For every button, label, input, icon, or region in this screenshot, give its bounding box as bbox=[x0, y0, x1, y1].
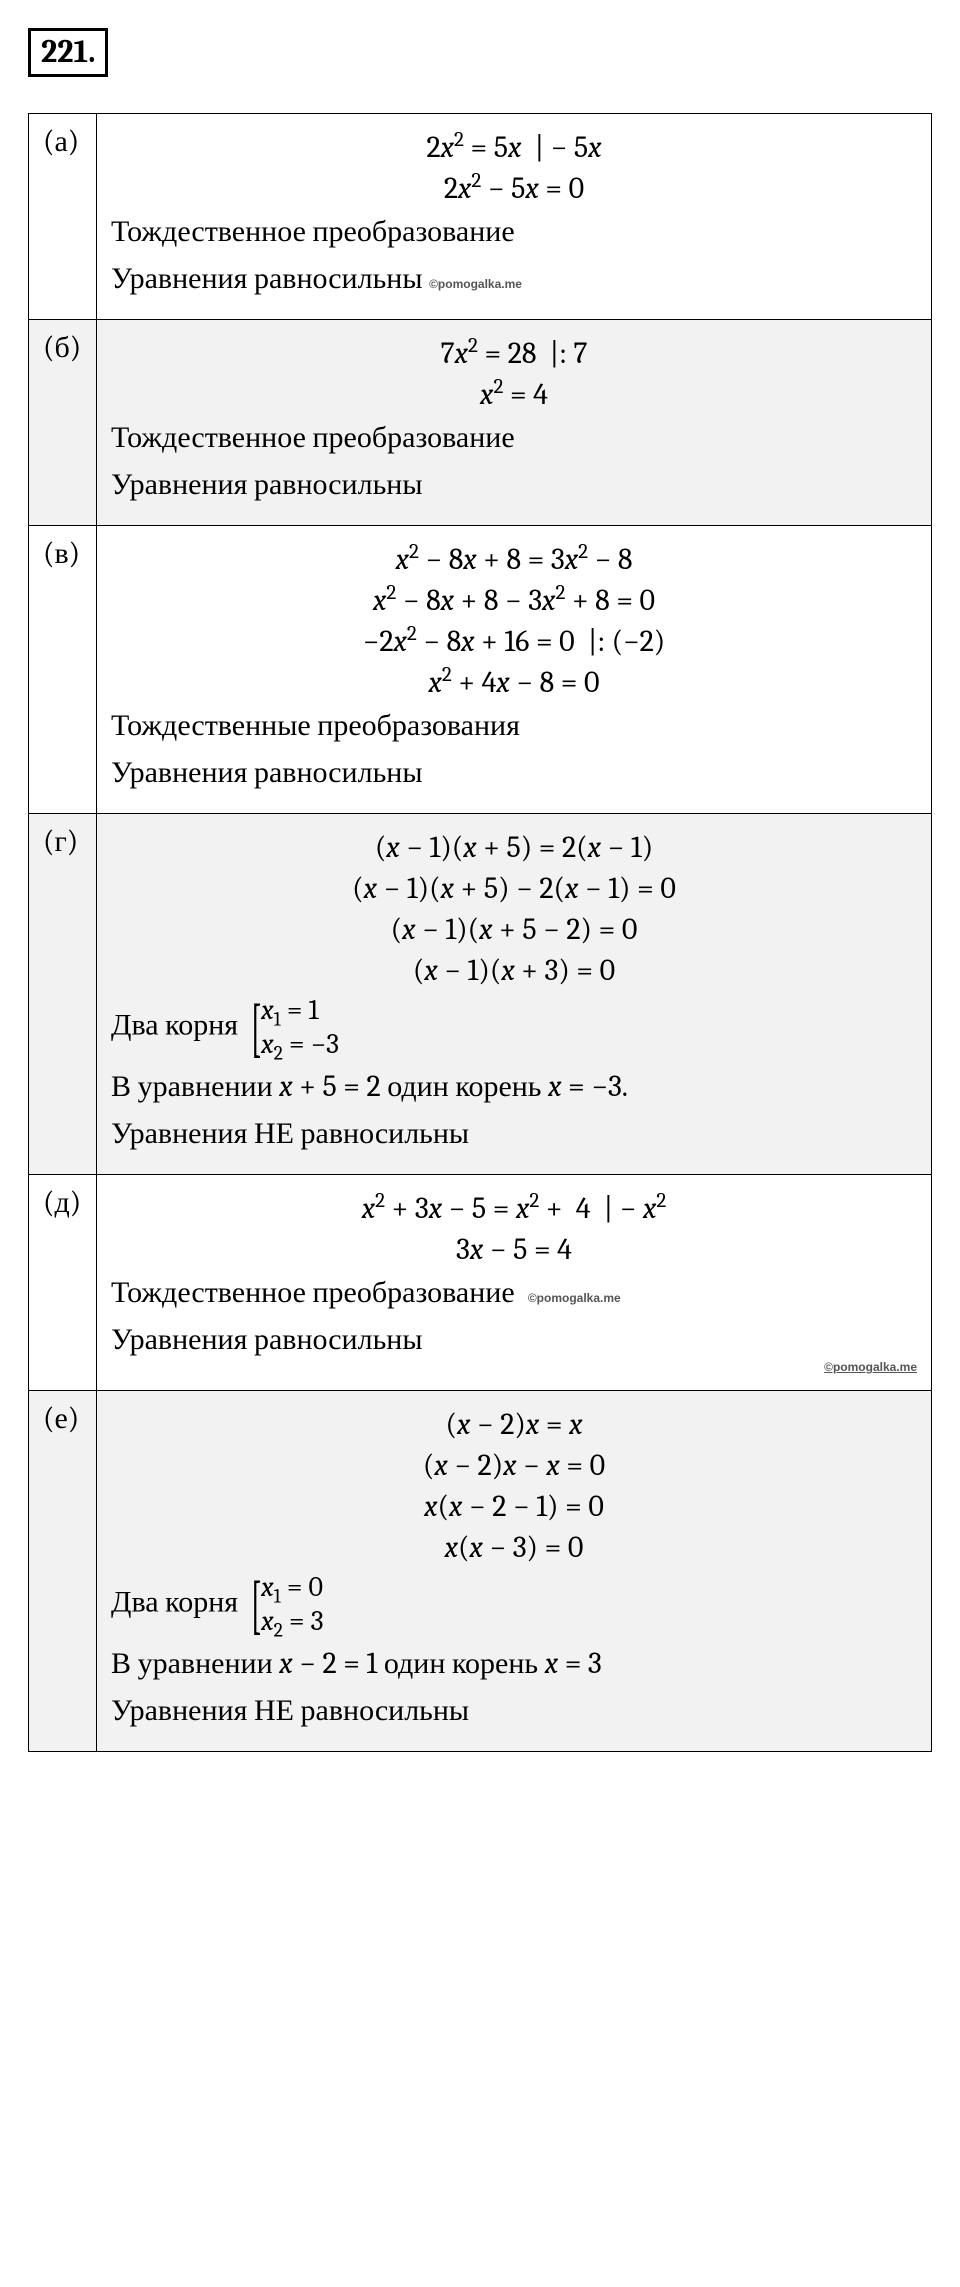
equation: x(x − 3) = 0 bbox=[111, 1530, 917, 1565]
row-content: 2x2 = 5x | − 5x 2x2 − 5x = 0 Тождественн… bbox=[97, 114, 932, 320]
equation: x2 + 4x − 8 = 0 bbox=[111, 665, 917, 700]
equation: (x − 1)(x + 5 − 2) = 0 bbox=[111, 912, 917, 947]
equation: x2 = 4 bbox=[111, 377, 917, 412]
equation: 7x2 = 28 |: 7 bbox=[111, 336, 917, 371]
table-row: (в) x2 − 8x + 8 = 3x2 − 8 x2 − 8x + 8 − … bbox=[29, 526, 932, 814]
text-line: Уравнения НЕ равносильны bbox=[111, 1691, 917, 1732]
watermark: ©pomogalka.me bbox=[429, 277, 522, 291]
equation: 3x − 5 = 4 bbox=[111, 1232, 917, 1267]
equation: (x − 1)(x + 5) − 2(x − 1) = 0 bbox=[111, 871, 917, 906]
text-line: Уравнения равносильны bbox=[111, 753, 917, 794]
solutions-table: (а) 2x2 = 5x | − 5x 2x2 − 5x = 0 Тождест… bbox=[28, 113, 932, 1752]
watermark: ©pomogalka.me bbox=[111, 1360, 917, 1374]
row-label: (д) bbox=[29, 1175, 97, 1391]
roots-line: Два корня [ x1 = 0 x2 = 3 bbox=[111, 1571, 917, 1638]
table-row: (д) x2 + 3x − 5 = x2 + 4 | − x2 3x − 5 =… bbox=[29, 1175, 932, 1391]
text-line: Тождественные преобразования bbox=[111, 706, 917, 747]
equation: 2x2 = 5x | − 5x bbox=[111, 130, 917, 165]
equation: (x − 2)x = x bbox=[111, 1407, 917, 1442]
equation: x2 − 8x + 8 − 3x2 + 8 = 0 bbox=[111, 583, 917, 618]
text-line: Уравнения равносильны bbox=[111, 1320, 917, 1361]
text-line: В уравнении x + 5 = 2 один корень x = −3… bbox=[111, 1067, 917, 1108]
watermark: ©pomogalka.me bbox=[528, 1291, 621, 1305]
text-line: В уравнении x − 2 = 1 один корень x = 3 bbox=[111, 1644, 917, 1685]
equation: x(x − 2 − 1) = 0 bbox=[111, 1489, 917, 1524]
equation: (x − 2)x − x = 0 bbox=[111, 1448, 917, 1483]
problem-number: 221. bbox=[28, 28, 108, 77]
text-line: Уравнения НЕ равносильны bbox=[111, 1114, 917, 1155]
table-row: (а) 2x2 = 5x | − 5x 2x2 − 5x = 0 Тождест… bbox=[29, 114, 932, 320]
row-label: (е) bbox=[29, 1391, 97, 1752]
text-line: Тождественное преобразование bbox=[111, 418, 917, 459]
equation: x2 + 3x − 5 = x2 + 4 | − x2 bbox=[111, 1191, 917, 1226]
row-content: 7x2 = 28 |: 7 x2 = 4 Тождественное преоб… bbox=[97, 320, 932, 526]
text-line: Уравнения равносильны ©pomogalka.me bbox=[111, 259, 917, 300]
text-line: Тождественное преобразование bbox=[111, 212, 917, 253]
row-label: (а) bbox=[29, 114, 97, 320]
roots-line: Два корня [ x1 = 1 x2 = −3 bbox=[111, 994, 917, 1061]
equation: (x − 1)(x + 3) = 0 bbox=[111, 953, 917, 988]
equation: −2x2 − 8x + 16 = 0 |: (−2) bbox=[111, 624, 917, 659]
table-row: (е) (x − 2)x = x (x − 2)x − x = 0 x(x − … bbox=[29, 1391, 932, 1752]
equation: x2 − 8x + 8 = 3x2 − 8 bbox=[111, 542, 917, 577]
row-content: x2 + 3x − 5 = x2 + 4 | − x2 3x − 5 = 4 Т… bbox=[97, 1175, 932, 1391]
table-row: (б) 7x2 = 28 |: 7 x2 = 4 Тождественное п… bbox=[29, 320, 932, 526]
table-row: (г) (x − 1)(x + 5) = 2(x − 1) (x − 1)(x … bbox=[29, 814, 932, 1175]
row-content: (x − 2)x = x (x − 2)x − x = 0 x(x − 2 − … bbox=[97, 1391, 932, 1752]
row-label: (б) bbox=[29, 320, 97, 526]
text-line: Уравнения равносильны bbox=[111, 465, 917, 506]
equation: 2x2 − 5x = 0 bbox=[111, 171, 917, 206]
row-label: (г) bbox=[29, 814, 97, 1175]
text-line: Тождественное преобразование ©pomogalka.… bbox=[111, 1273, 917, 1314]
row-label: (в) bbox=[29, 526, 97, 814]
row-content: (x − 1)(x + 5) = 2(x − 1) (x − 1)(x + 5)… bbox=[97, 814, 932, 1175]
equation: (x − 1)(x + 5) = 2(x − 1) bbox=[111, 830, 917, 865]
row-content: x2 − 8x + 8 = 3x2 − 8 x2 − 8x + 8 − 3x2 … bbox=[97, 526, 932, 814]
